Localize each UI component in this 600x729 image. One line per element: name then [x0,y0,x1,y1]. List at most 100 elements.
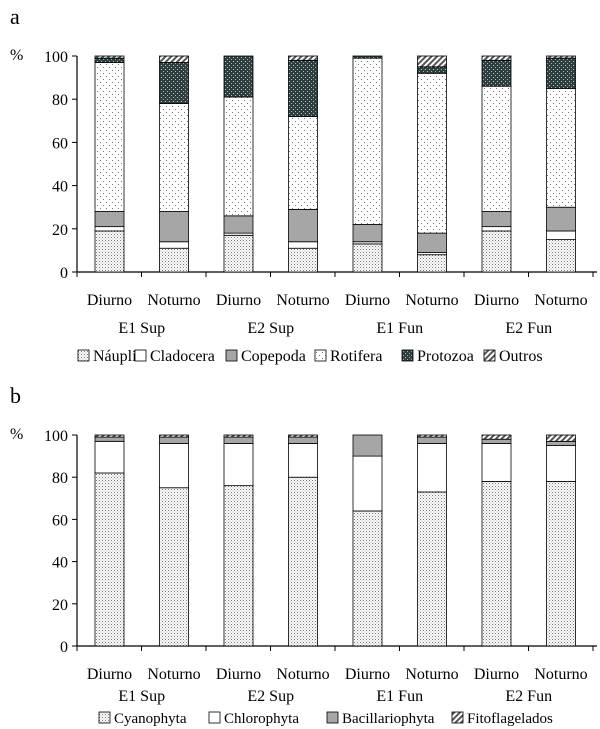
panel-a: a% 0 20 40 60 80 100 Diurno Noturno Diurno Noturno… [10,4,597,365]
bar-segment-copepoda [94,211,125,228]
bar-segment-chlorophyta [417,443,447,493]
bar-segment-cyanophyta [352,510,383,647]
bar-segment-bacillariophyta [417,436,447,444]
panel-label: b [10,383,21,408]
bar-segment-copepoda [159,211,189,243]
bar-segment-bacillariophyta [288,436,318,444]
legend-label: Copepoda [241,348,306,365]
bar-segment-copepoda [352,224,383,243]
legend-swatch [77,349,90,362]
x-group-label: E1 Fun [376,320,423,337]
bar-segment-náuplio [223,234,254,273]
bar-segment-protozoa [546,57,576,89]
legend-label: Fitoflagelados [467,711,553,727]
legend-label: Protozoa [417,348,474,365]
bar-segment-outros [417,55,447,68]
bar-segment-protozoa [481,59,512,87]
bar-segment-copepoda [481,211,512,228]
y-tick-label: 60 [52,512,68,529]
bar-segment-protozoa [159,62,189,104]
x-category-label: Noturno [534,666,587,683]
x-group-label: E2 Fun [505,320,552,337]
bar-segment-chlorophyta [481,443,512,482]
bar-segment-rotifera [94,62,125,212]
y-tick-label: 40 [52,555,68,572]
bar-segment-náuplio [352,243,383,273]
bar-segment-fitoflagelados [94,434,125,438]
bar-segment-cladocera [159,241,189,249]
legend-swatch [326,711,339,724]
y-tick-label: 20 [52,222,68,239]
y-tick-label: 60 [52,135,68,152]
bar-segment-náuplio [417,254,447,273]
x-group-label: E2 Fun [505,688,552,705]
y-tick-label: 0 [60,265,68,282]
x-category-label: Diurno [216,292,261,309]
legend-label: Cladocera [150,348,215,365]
bar-segment-protozoa [94,57,125,63]
y-tick-label: 80 [52,470,68,487]
legend-swatch [483,349,496,362]
x-category-label: Noturno [147,292,200,309]
legend-swatch [451,711,464,724]
x-category-label: Diurno [474,292,519,309]
bar-segment-chlorophyta [288,443,318,478]
panel-b: b% 0 20 40 60 80 100 Diurno Noturno Diurno Noturno… [10,383,597,727]
bar-segment-outros [94,55,125,59]
bar-segment-copepoda [223,215,254,234]
legend-swatch [134,349,147,362]
x-group-label: E1 Sup [118,320,165,337]
y-tick-label: 100 [44,428,68,445]
x-group-label: E1 Fun [376,688,423,705]
bar-segment-rotifera [223,96,254,217]
y-axis-label: % [10,426,23,443]
bar-segment-bacillariophyta [481,438,512,444]
bar-segment-copepoda [546,206,576,232]
bar-segment-rotifera [417,72,447,234]
bar-segment-cyanophyta [223,485,254,647]
y-axis-label: % [10,47,23,64]
x-category-label: Noturno [405,292,458,309]
x-category-label: Diurno [345,292,390,309]
bar-segment-náuplio [546,239,576,273]
bar-segment-cyanophyta [481,481,512,647]
bar-segment-fitoflagelados [417,434,447,438]
bar-segment-náuplio [94,230,125,273]
legend-label: Náuplio [93,348,145,365]
legend-label: Outros [499,348,543,365]
bar-segment-rotifera [288,116,318,210]
bar-segment-fitoflagelados [288,434,318,438]
bar-segment-outros [159,55,189,63]
bar-segment-protozoa [288,59,318,117]
bar-segment-náuplio [288,247,318,273]
y-tick-label: 0 [60,639,68,656]
bar-segment-rotifera [352,57,383,225]
bar-segment-outros [546,55,576,59]
bar-segment-rotifera [546,88,576,208]
bar-segment-bacillariophyta [546,440,576,446]
bar-segment-cladocera [288,241,318,249]
bar-segment-náuplio [481,230,512,273]
bar-segment-bacillariophyta [223,436,254,444]
legend-label: Chlorophyta [224,711,299,727]
panel-label: a [10,4,20,29]
bar-segment-protozoa [223,55,254,98]
bar-segment-náuplio [159,247,189,273]
x-category-label: Diurno [87,292,132,309]
bar-segment-chlorophyta [94,440,125,474]
x-category-label: Diurno [87,666,132,683]
bar-segment-cladocera [546,230,576,241]
bar-segment-cyanophyta [546,481,576,647]
legend-swatch [401,349,414,362]
legend-swatch [225,349,238,362]
x-group-label: E2 Sup [247,688,294,705]
bar-segment-bacillariophyta [159,436,189,444]
x-group-label: E1 Sup [118,688,165,705]
bar-segment-cladocera [481,226,512,232]
bar-segment-cyanophyta [417,491,447,647]
bar-segment-fitoflagelados [223,434,254,438]
bar-segment-fitoflagelados [159,434,189,438]
x-category-label: Diurno [345,666,390,683]
